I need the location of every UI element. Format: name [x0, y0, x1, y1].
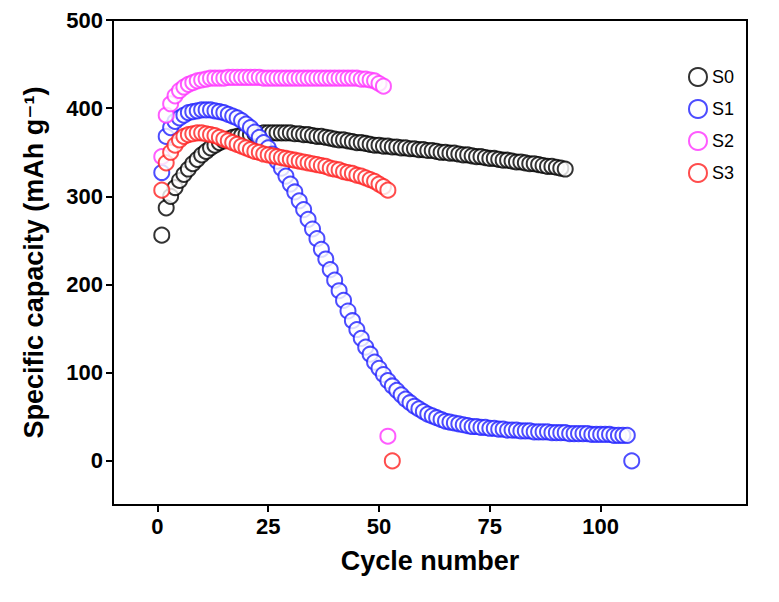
svg-text:S0: S0 — [712, 67, 734, 87]
svg-text:S3: S3 — [712, 163, 734, 183]
svg-text:0: 0 — [151, 514, 163, 539]
svg-text:Cycle number: Cycle number — [341, 546, 520, 576]
svg-text:400: 400 — [66, 96, 103, 121]
svg-text:0: 0 — [91, 448, 103, 473]
svg-text:50: 50 — [367, 514, 391, 539]
svg-text:500: 500 — [66, 8, 103, 33]
svg-text:200: 200 — [66, 272, 103, 297]
svg-text:75: 75 — [478, 514, 502, 539]
svg-text:100: 100 — [582, 514, 619, 539]
svg-text:Specific capacity (mAh g⁻¹): Specific capacity (mAh g⁻¹) — [19, 87, 49, 439]
svg-text:S2: S2 — [712, 131, 734, 151]
svg-text:S1: S1 — [712, 99, 734, 119]
svg-text:300: 300 — [66, 184, 103, 209]
svg-text:100: 100 — [66, 360, 103, 385]
svg-text:25: 25 — [256, 514, 280, 539]
